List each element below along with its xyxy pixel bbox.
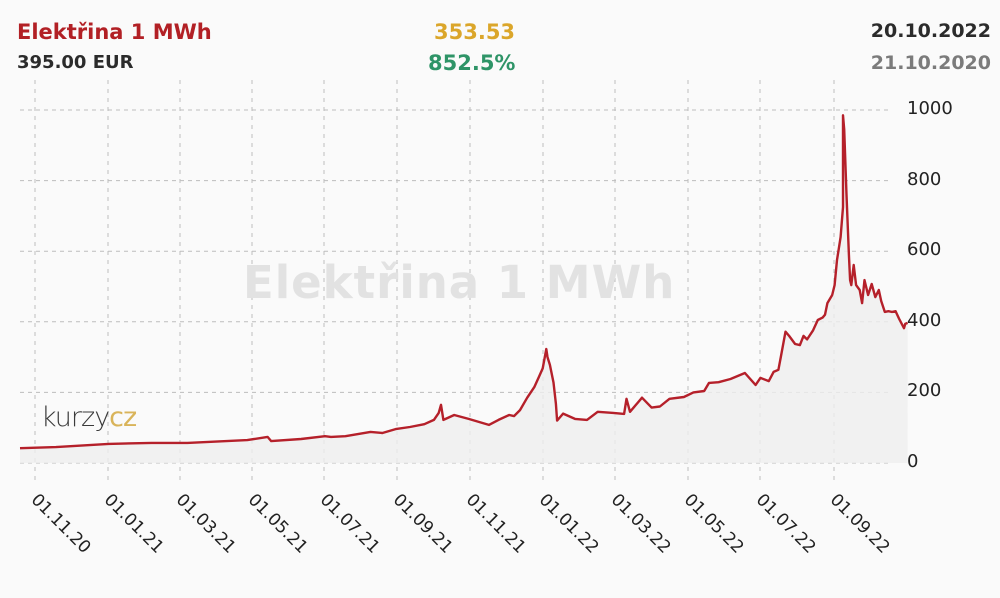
chart-area-fill [20,115,908,464]
y-tick-label: 200 [907,380,942,402]
y-tick-label: 400 [907,309,942,331]
y-tick-label: 1000 [907,98,953,119]
end-date: 20.10.2022 [870,20,991,42]
logo-text-kurzy: kurzy [41,402,110,433]
start-date: 21.10.2020 [870,52,991,74]
absolute-change: 353.53 [434,20,516,44]
chart-watermark: Elektřina 1 MWh [243,256,676,309]
logo-text-cz: cz [109,402,137,433]
kurzy-cz-logo: kurzycz [41,402,137,433]
price-line [19,114,909,450]
y-tick-label: 600 [907,239,942,261]
y-tick-label: 0 [907,451,919,472]
y-tick-label: 800 [907,168,942,190]
instrument-title: Elektřina 1 MWh [17,20,212,44]
percent-change: 852.5% [428,51,516,75]
current-price: 395.00 EUR [17,52,134,73]
